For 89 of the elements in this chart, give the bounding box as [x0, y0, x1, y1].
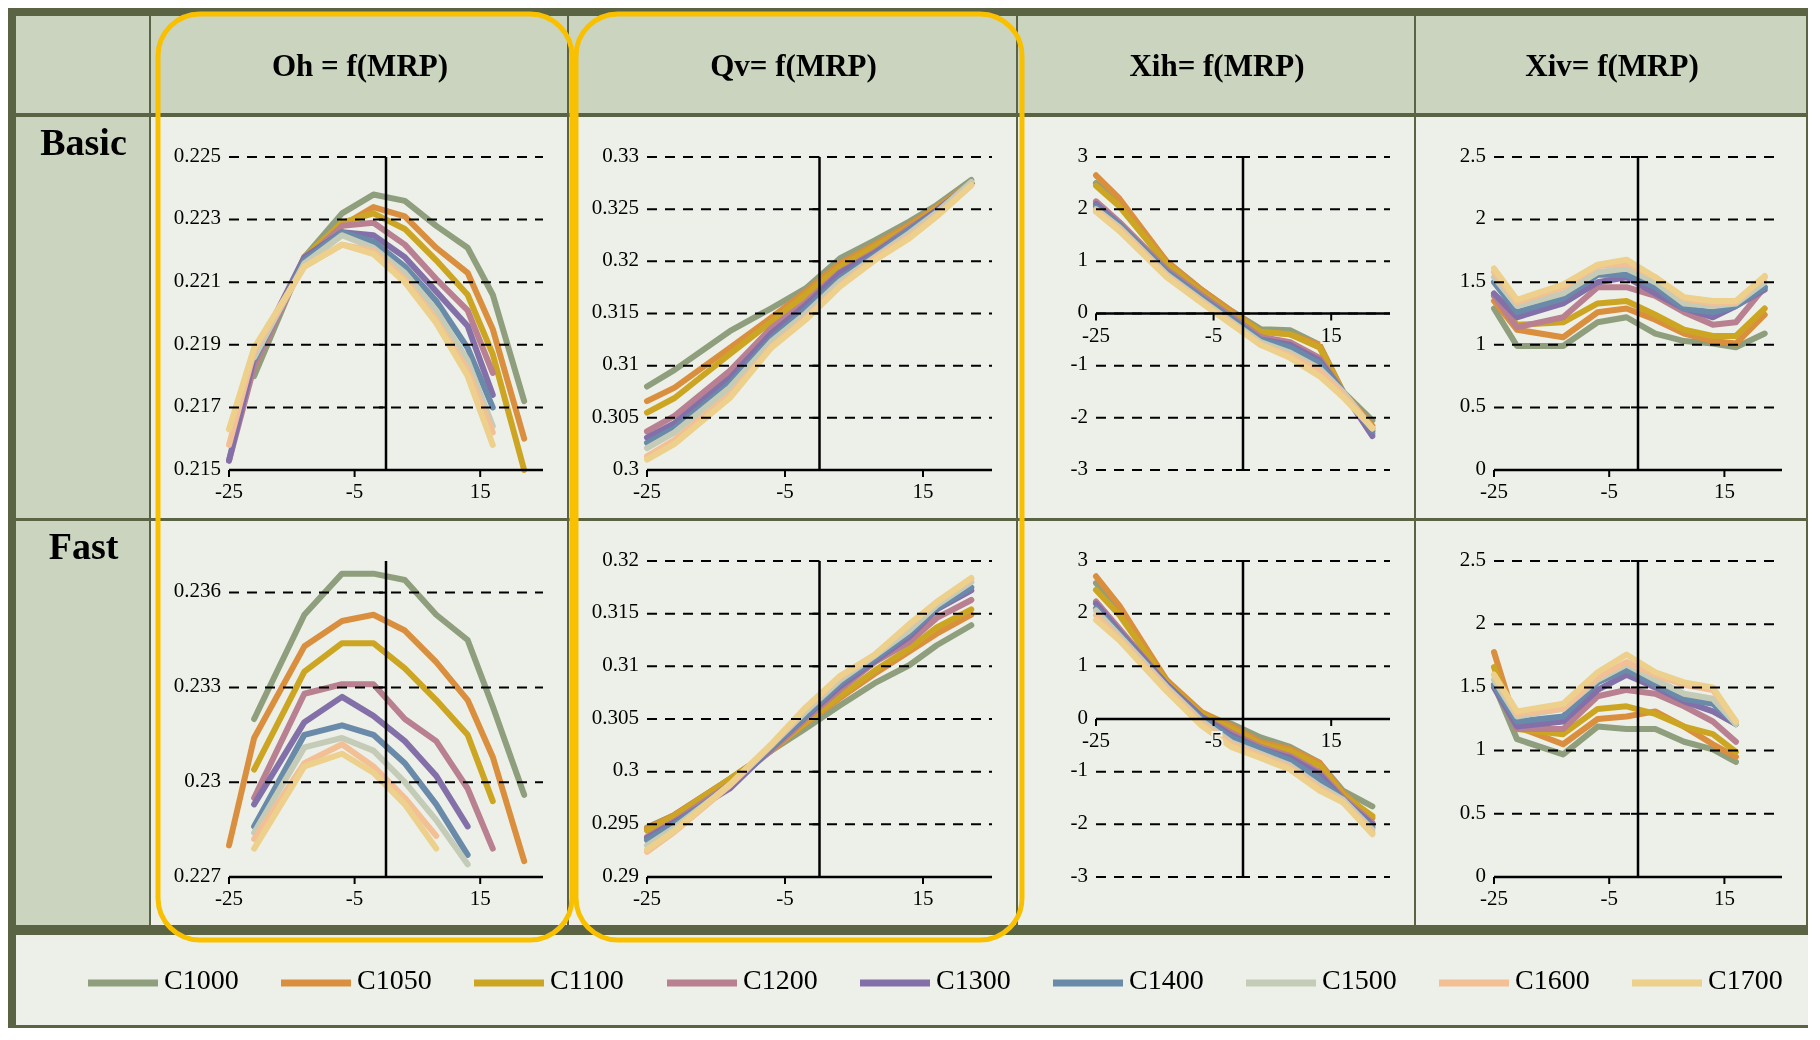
x-tick-label: -5	[776, 886, 794, 910]
x-tick-label: -25	[1082, 728, 1110, 752]
y-tick-label: 0	[1077, 704, 1088, 729]
y-tick-label: 0.217	[173, 393, 221, 418]
legend-label: C1000	[164, 964, 239, 996]
chart-title: Xiv= f(MRP)	[1525, 47, 1699, 83]
x-tick-label: -25	[1480, 886, 1508, 910]
x-tick-label: -25	[1480, 479, 1508, 503]
y-tick-label: 2.5	[1459, 142, 1486, 167]
x-tick-label: 15	[1713, 479, 1735, 503]
x-tick-label: 15	[912, 886, 934, 910]
legend-label: C1100	[550, 964, 624, 996]
y-tick-label: 0.315	[591, 299, 639, 324]
y-tick-label: 0.315	[591, 599, 639, 624]
y-tick-label: 0.23	[184, 768, 221, 793]
x-tick-label: -25	[215, 886, 243, 910]
legend-label: C1500	[1322, 964, 1397, 996]
y-tick-label: 0.219	[173, 330, 221, 355]
y-tick-label: -3	[1070, 862, 1088, 887]
y-tick-label: 0.29	[602, 862, 639, 887]
y-tick-label: 0.221	[173, 268, 221, 293]
y-tick-label: 0	[1475, 455, 1486, 480]
chart-title: Xih= f(MRP)	[1129, 47, 1305, 83]
legend-label: C1600	[1515, 964, 1590, 996]
y-tick-label: 0.32	[602, 546, 639, 571]
y-tick-label: 0.227	[173, 862, 221, 887]
legend-label: C1700	[1708, 964, 1783, 996]
x-tick-label: -5	[1204, 728, 1223, 752]
y-tick-label: 0.3	[612, 455, 639, 480]
y-tick-label: 0.295	[591, 810, 639, 835]
y-tick-label: 1	[1077, 652, 1088, 677]
y-tick-label: 0.5	[1459, 799, 1486, 824]
y-tick-label: 2	[1475, 610, 1486, 635]
chart-title: Qv= f(MRP)	[710, 47, 877, 83]
y-tick-label: 0.31	[602, 652, 639, 677]
chart-title: Oh = f(MRP)	[271, 47, 449, 83]
x-tick-label: -25	[1082, 322, 1110, 347]
x-tick-label: -5	[1600, 886, 1618, 910]
legend-label: C1300	[936, 964, 1011, 996]
x-tick-label: 15	[1713, 886, 1735, 910]
y-tick-label: 0.225	[173, 142, 221, 167]
y-tick-label: 1.5	[1459, 268, 1486, 293]
x-tick-label: -25	[215, 479, 243, 503]
y-tick-label: 0.3	[612, 757, 639, 782]
y-tick-label: -2	[1070, 403, 1088, 428]
y-tick-label: -3	[1070, 455, 1088, 480]
y-axis-title: Basic	[40, 121, 127, 163]
x-tick-label: 15	[469, 479, 491, 503]
x-tick-label: 15	[1320, 322, 1342, 347]
y-tick-label: 2	[1077, 194, 1088, 219]
legend-label: C1400	[1129, 964, 1204, 996]
y-tick-label: 0.305	[591, 704, 639, 729]
x-tick-label: 15	[469, 886, 491, 910]
x-tick-label: -5	[1204, 322, 1223, 347]
x-tick-label: -25	[633, 886, 661, 910]
y-tick-label: 1	[1475, 736, 1486, 761]
y-tick-label: 0.31	[602, 351, 639, 376]
y-tick-label: -2	[1070, 810, 1088, 835]
x-tick-label: 15	[1320, 728, 1342, 752]
y-tick-label: 0.236	[173, 578, 221, 603]
legend-label: C1050	[357, 964, 432, 996]
y-tick-label: 3	[1077, 546, 1088, 571]
y-tick-label: 0.325	[591, 194, 639, 219]
y-tick-label: 1	[1475, 330, 1486, 355]
x-tick-label: -5	[345, 479, 364, 503]
x-tick-label: -25	[633, 479, 661, 503]
y-tick-label: 0	[1077, 299, 1088, 324]
x-tick-label: 15	[912, 479, 934, 503]
y-tick-label: 0.5	[1459, 393, 1486, 418]
y-tick-label: 0.223	[173, 205, 221, 230]
y-tick-label: 3	[1077, 142, 1088, 167]
y-tick-label: 2.5	[1459, 546, 1486, 571]
y-axis-title: Fast	[48, 525, 119, 567]
x-tick-label: -5	[1600, 479, 1618, 503]
y-tick-label: 1.5	[1459, 673, 1486, 698]
y-tick-label: 0.215	[173, 455, 221, 480]
y-tick-label: 0.305	[591, 403, 639, 428]
y-tick-label: 0.233	[173, 673, 221, 698]
y-tick-label: -1	[1070, 351, 1088, 376]
y-tick-label: 0.32	[602, 247, 639, 272]
y-tick-label: 0	[1475, 862, 1486, 887]
y-tick-label: -1	[1070, 757, 1088, 782]
y-tick-label: 0.33	[602, 142, 639, 167]
y-tick-label: 2	[1475, 205, 1486, 230]
y-tick-label: 1	[1077, 247, 1088, 272]
x-tick-label: -5	[345, 886, 364, 910]
x-tick-label: -5	[776, 479, 794, 503]
y-tick-label: 2	[1077, 599, 1088, 624]
legend-label: C1200	[743, 964, 818, 996]
